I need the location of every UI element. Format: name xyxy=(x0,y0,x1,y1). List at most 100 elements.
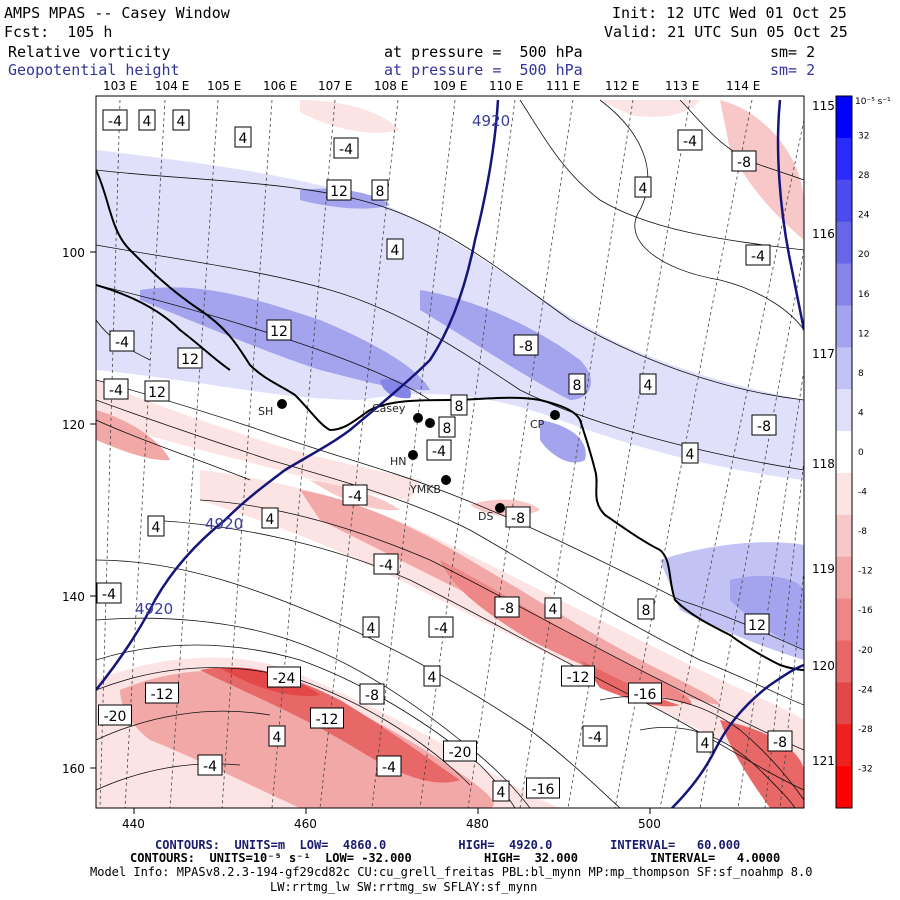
y-tick-label: 140 xyxy=(62,590,85,604)
svg-text:-16: -16 xyxy=(532,782,555,798)
svg-text:-16: -16 xyxy=(634,687,657,703)
vorticity-contour-label: -4 xyxy=(677,129,703,151)
svg-text:4: 4 xyxy=(686,447,695,463)
svg-text:-4: -4 xyxy=(102,587,116,603)
lon-label: 110 E xyxy=(489,79,523,93)
vorticity-contour-label: 4 xyxy=(696,731,714,753)
vorticity-contour-label: 8 xyxy=(438,416,456,438)
colorbar-segment xyxy=(836,431,852,474)
svg-text:12: 12 xyxy=(748,618,766,634)
vorticity-contour-label: -12 xyxy=(561,665,595,687)
vorticity-contour-label: -12 xyxy=(145,682,179,704)
svg-text:12: 12 xyxy=(270,324,288,340)
vorticity-minus8-patch-northeast xyxy=(720,100,804,240)
vorticity-contour-label: 12 xyxy=(326,179,352,201)
vorticity-contour-label: -4 xyxy=(109,330,135,352)
vorticity-contour-label: -8 xyxy=(494,596,520,618)
init-time: Init: 12 UTC Wed 01 Oct 25 xyxy=(612,4,847,22)
svg-text:-4: -4 xyxy=(203,759,217,775)
colorbar-tick-label: -32 xyxy=(858,764,873,774)
station-label-ds: DS xyxy=(478,510,493,523)
vorticity-contour-label: 8 xyxy=(568,373,586,395)
svg-text:-8: -8 xyxy=(519,339,533,355)
height-labels: 4920 4920 4920 xyxy=(135,112,510,618)
svg-text:8: 8 xyxy=(573,378,582,394)
vorticity-contour-label: -4 xyxy=(342,484,368,506)
height-label: 4920 xyxy=(205,515,243,533)
height-contour-4920-east-south xyxy=(671,663,804,808)
vorticity-contour-label: 4 xyxy=(423,665,441,687)
height-contour-4920-east-north xyxy=(776,99,804,331)
svg-text:-4: -4 xyxy=(382,760,396,776)
colorbar-tick-label: 12 xyxy=(858,329,869,339)
valid-time: Valid: 21 UTC Sun 05 Oct 25 xyxy=(604,23,848,41)
vorticity-minus16-core-southeast xyxy=(720,720,804,808)
coastline-inlet xyxy=(96,284,231,371)
lon-label: 108 E xyxy=(374,79,408,93)
svg-text:-8: -8 xyxy=(365,688,379,704)
lon-label: 111 E xyxy=(546,79,580,93)
svg-text:4: 4 xyxy=(701,736,710,752)
svg-text:-12: -12 xyxy=(151,687,174,703)
vorticity-contour-label: 4 xyxy=(386,238,404,260)
colorbar-tick-label: -12 xyxy=(858,567,873,577)
svg-text:-8: -8 xyxy=(500,601,514,617)
vorticity-contour-label: -8 xyxy=(731,150,757,172)
lon-label: 105 E xyxy=(207,79,241,93)
vorticity-contour-label: 4 xyxy=(172,109,190,131)
colorbar-segment xyxy=(836,682,852,725)
y-axis-ticks: 100 120 140 160 xyxy=(62,246,96,776)
svg-text:4: 4 xyxy=(143,114,152,130)
colorbar-tick-label: -24 xyxy=(858,685,873,695)
svg-text:-4: -4 xyxy=(379,558,393,574)
colorbar-segment xyxy=(836,514,852,558)
vorticity-contour-label: -8 xyxy=(751,414,777,436)
lon-label: 113 E xyxy=(665,79,699,93)
height-contour-4920-west xyxy=(96,99,500,691)
vorticity-contour-label: -4 xyxy=(373,553,399,575)
svg-text:4: 4 xyxy=(177,114,186,130)
x-tick-label: 460 xyxy=(294,817,317,831)
vorticity-contour-label: -4 xyxy=(426,439,452,461)
footer-vorticity-contours: CONTOURS: UNITS=10⁻⁵ s⁻¹ LOW= -32.000 HI… xyxy=(130,851,781,865)
svg-text:4: 4 xyxy=(391,243,400,259)
station-dot-casey-1 xyxy=(413,413,423,423)
vorticity-contour-label: 4 xyxy=(362,616,380,638)
lon-top-labels: 103 E 104 E 105 E 106 E 107 E 108 E 109 … xyxy=(103,79,760,93)
svg-text:-4: -4 xyxy=(751,249,765,265)
svg-text:4: 4 xyxy=(367,621,376,637)
colorbar-unit: 10⁻⁵ s⁻¹ xyxy=(855,97,891,107)
colorbar: 32 28 24 20 16 12 8 4 0 -4 -8 -12 -16 -20 -24 -28 -32 xyxy=(835,95,873,809)
svg-text:-4: -4 xyxy=(588,730,602,746)
lon-label: 104 E xyxy=(155,79,189,93)
vorticity-contour-label: -4 xyxy=(428,616,454,638)
colorbar-frame xyxy=(835,95,853,809)
colorbar-segment xyxy=(836,263,852,306)
vorticity-12-region-d xyxy=(540,420,586,463)
station-label-casey: Casey xyxy=(372,402,406,415)
colorbar-segment xyxy=(836,221,852,265)
vorticity-contour-label: 4 xyxy=(268,725,286,747)
vorticity-contour-label: -4 xyxy=(96,582,122,604)
colorbar-segment xyxy=(836,766,852,809)
svg-text:4: 4 xyxy=(152,520,161,536)
vorticity-negative-band-north xyxy=(96,380,420,500)
station-dot-hn xyxy=(408,450,418,460)
svg-text:-12: -12 xyxy=(316,712,339,728)
svg-text:-8: -8 xyxy=(757,419,771,435)
lon-label: 107 E xyxy=(318,79,352,93)
colorbar-segment xyxy=(836,389,852,432)
footer-model-info-2: LW:rrtmg_lw SW:rrtmg_sw SFLAY:sf_mynn xyxy=(270,880,538,894)
vorticity-contour-label: -20 xyxy=(443,740,477,762)
vorticity-contour-label: 8 xyxy=(637,598,655,620)
vorticity-contour-label: -8 xyxy=(505,506,531,528)
colorbar-tick-label: -16 xyxy=(858,606,873,616)
colorbar-tick-label: 32 xyxy=(858,132,869,142)
vorticity-contour-label: -16 xyxy=(526,777,560,799)
vorticity-minus8-patch-north xyxy=(300,100,400,133)
colorbar-segment xyxy=(836,598,852,641)
vorticity-contour-label: -20 xyxy=(98,704,132,726)
forecast-hour: Fcst: 105 h xyxy=(4,23,113,41)
colorbar-segment xyxy=(836,640,852,683)
vorticity-contour-label: 12 xyxy=(177,347,203,369)
